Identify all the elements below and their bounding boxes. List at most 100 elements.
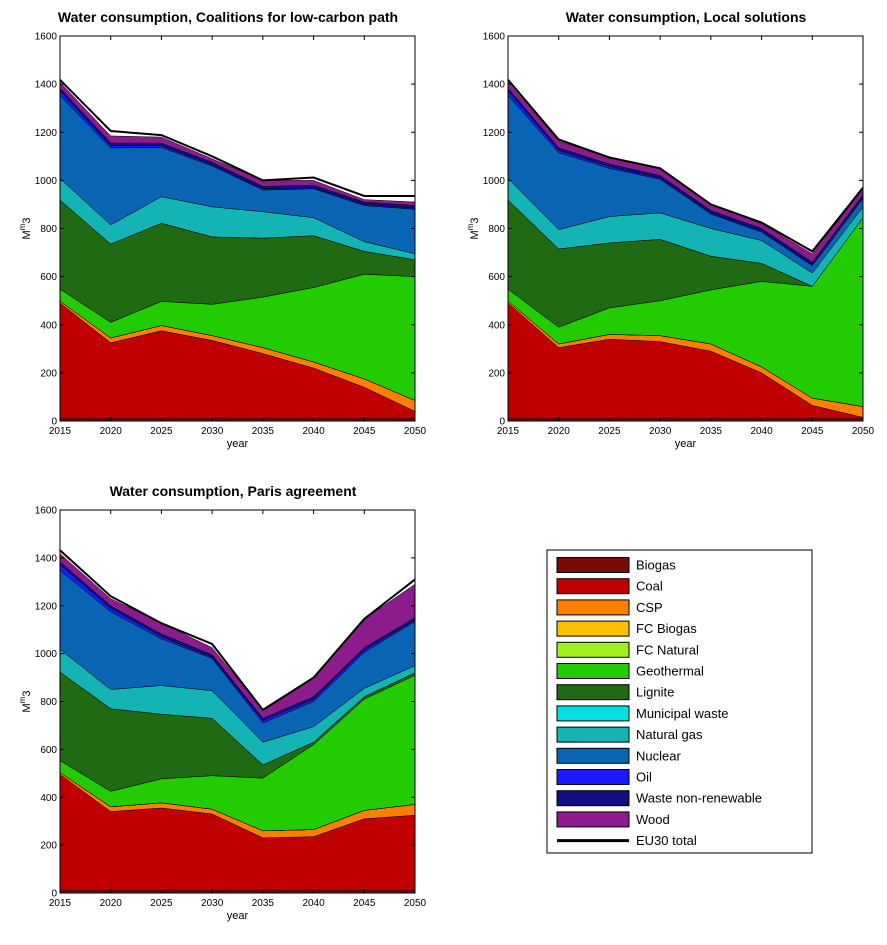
legend-label: EU30 total — [636, 833, 697, 848]
y-tick-label: 1400 — [35, 80, 58, 91]
y-tick-label: 800 — [488, 224, 505, 235]
legend-label: Wood — [636, 812, 670, 827]
y-tick-label: 400 — [40, 793, 57, 804]
chart-title: Water consumption, Coalitions for low-ca… — [58, 9, 398, 25]
legend-label: FC Biogas — [636, 621, 697, 636]
legend-swatch — [556, 747, 630, 764]
y-tick-label: 1600 — [483, 32, 506, 43]
y-tick-label: 1000 — [483, 176, 506, 187]
line-eu30-total — [59, 549, 416, 712]
x-tick-label: 2030 — [201, 426, 224, 437]
y-tick-label: 0 — [499, 417, 505, 428]
y-tick-label: 800 — [40, 224, 57, 235]
legend-label: Geothermal — [636, 664, 704, 679]
y-tick-label: 600 — [488, 272, 505, 283]
legend: Biogas Coal CSP FC Biogas FC Natural Geotherm… — [546, 549, 813, 854]
legend-label: Waste non-renewable — [636, 791, 762, 806]
legend-item-csp: CSP — [556, 599, 663, 616]
y-tick-label: 1000 — [35, 176, 58, 187]
y-tick-label: 1400 — [35, 553, 58, 564]
x-tick-label: 2025 — [598, 426, 621, 437]
legend-item-coal: Coal — [556, 578, 663, 595]
x-tick-label: 2050 — [404, 898, 427, 909]
x-tick-label: 2050 — [852, 426, 875, 437]
y-tick-label: 1400 — [483, 80, 506, 91]
legend-swatch — [556, 578, 630, 595]
x-tick-label: 2040 — [302, 426, 325, 437]
x-tick-label: 2015 — [49, 898, 72, 909]
x-axis-label: year — [227, 910, 249, 922]
x-tick-label: 2015 — [497, 426, 520, 437]
legend-swatch — [556, 705, 630, 722]
legend-item-municipal-waste: Municipal waste — [556, 705, 729, 722]
x-axis-label: year — [227, 438, 249, 450]
line-eu30-total — [59, 79, 415, 197]
x-tick-label: 2045 — [353, 426, 376, 437]
x-tick-label: 2015 — [49, 426, 72, 437]
legend-item-nuclear: Nuclear — [556, 747, 681, 764]
line-eu30-total — [507, 79, 864, 253]
legend-item-fc-natural: FC Natural — [556, 641, 699, 658]
legend-label: Lignite — [636, 685, 674, 700]
x-tick-label: 2035 — [252, 898, 275, 909]
legend-item-geothermal: Geothermal — [556, 663, 704, 679]
y-tick-label: 200 — [40, 841, 57, 852]
legend-swatch — [556, 620, 630, 637]
x-tick-label: 2040 — [750, 426, 773, 437]
legend-swatch — [556, 557, 630, 573]
y-tick-label: 1600 — [35, 32, 58, 43]
legend-label: Oil — [636, 770, 652, 785]
y-tick-label: 400 — [40, 320, 57, 331]
x-axis-label: year — [675, 438, 697, 450]
y-tick-label: 1200 — [483, 128, 506, 139]
y-tick-label: 1200 — [35, 601, 58, 612]
y-tick-label: 400 — [488, 320, 505, 331]
legend-label: Nuclear — [636, 748, 681, 763]
x-tick-label: 2035 — [252, 426, 275, 437]
y-tick-label: 600 — [40, 272, 57, 283]
x-tick-label: 2030 — [649, 426, 672, 437]
legend-item-wood: Wood — [556, 811, 670, 828]
legend-item-waste-non-renewable: Waste non-renewable — [556, 790, 762, 807]
chart-paris-agreement: 0 200 400 600 800 1000 1200 1400 1600 2015 2020 202… — [18, 483, 427, 922]
legend-item-natural-gas: Natural gas — [556, 726, 703, 743]
y-tick-label: 200 — [488, 368, 505, 379]
legend-item-lignite: Lignite — [556, 684, 674, 701]
legend-label: CSP — [636, 600, 663, 615]
y-axis-label: Mm3 — [466, 218, 481, 240]
legend-item-eu30-total: EU30 total — [557, 833, 697, 848]
legend-item-biogas: Biogas — [556, 557, 676, 573]
x-tick-label: 2020 — [100, 426, 123, 437]
legend-swatch — [556, 684, 630, 701]
legend-label: Natural gas — [636, 727, 703, 742]
y-tick-label: 1200 — [35, 128, 58, 139]
legend-label: Municipal waste — [636, 706, 729, 721]
x-tick-label: 2025 — [150, 426, 173, 437]
y-tick-label: 1600 — [35, 506, 58, 517]
x-tick-label: 2025 — [150, 898, 173, 909]
x-tick-label: 2045 — [801, 426, 824, 437]
x-tick-label: 2045 — [353, 898, 376, 909]
chart-title: Water consumption, Local solutions — [566, 9, 807, 25]
y-tick-label: 800 — [40, 697, 57, 708]
x-tick-label: 2040 — [302, 898, 325, 909]
legend-swatch — [556, 769, 630, 785]
y-tick-label: 1000 — [35, 649, 58, 660]
y-tick-label: 200 — [40, 368, 57, 379]
y-tick-label: 600 — [40, 745, 57, 756]
chart-title: Water consumption, Paris agreement — [110, 483, 357, 499]
legend-label: Biogas — [636, 558, 676, 573]
y-tick-label: 0 — [51, 889, 57, 900]
chart-coalitions: 0 200 400 600 800 1000 1200 1400 1600 2015 2020 202… — [18, 9, 427, 450]
legend-item-oil: Oil — [556, 769, 652, 785]
y-axis-label: Mm3 — [18, 691, 33, 713]
legend-swatch — [556, 790, 630, 807]
legend-swatch — [556, 726, 630, 743]
legend-item-fc-biogas: FC Biogas — [556, 620, 697, 637]
x-tick-label: 2020 — [100, 898, 123, 909]
x-tick-label: 2030 — [201, 898, 224, 909]
legend-swatch — [556, 599, 630, 616]
y-tick-label: 0 — [51, 417, 57, 428]
legend-swatch — [556, 811, 630, 828]
